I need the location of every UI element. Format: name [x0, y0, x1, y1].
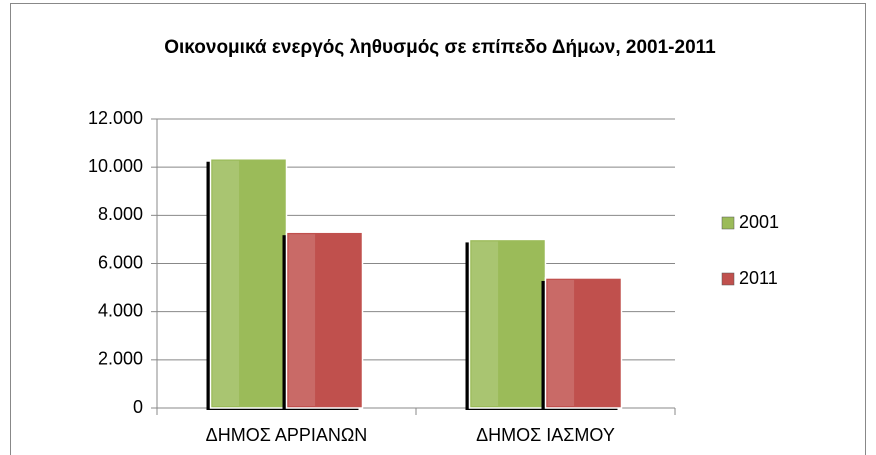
bar-highlight: [212, 160, 240, 406]
bar-highlight: [288, 234, 316, 406]
x-tick-label: ΔΗΜΟΣ ΙΑΣΜΟΥ: [476, 425, 615, 445]
y-tick-label: 8.000: [98, 204, 143, 224]
x-tick-label: ΔΗΜΟΣ ΑΡΡΙΑΝΩΝ: [206, 425, 368, 445]
bar-highlight: [471, 241, 499, 406]
legend-swatch: [721, 216, 735, 230]
y-tick-label: 10.000: [88, 156, 143, 176]
legend-label: 2001: [739, 212, 779, 232]
chart-frame: [10, 3, 866, 455]
bar: [468, 238, 547, 409]
legend-label: 2011: [739, 268, 778, 288]
bar: [544, 277, 623, 409]
y-tick-label: 2.000: [98, 349, 143, 369]
y-tick-label: 6.000: [98, 252, 143, 272]
y-tick-label: 12.000: [88, 108, 143, 128]
chart-title: Οικονομικά ενεργός ληθυσμός σε επίπεδο Δ…: [164, 37, 716, 58]
bar-highlight: [547, 279, 575, 406]
y-tick-label: 4.000: [98, 300, 143, 320]
y-tick-label: 0: [133, 397, 143, 417]
legend-swatch: [721, 272, 735, 286]
bar: [285, 231, 364, 409]
